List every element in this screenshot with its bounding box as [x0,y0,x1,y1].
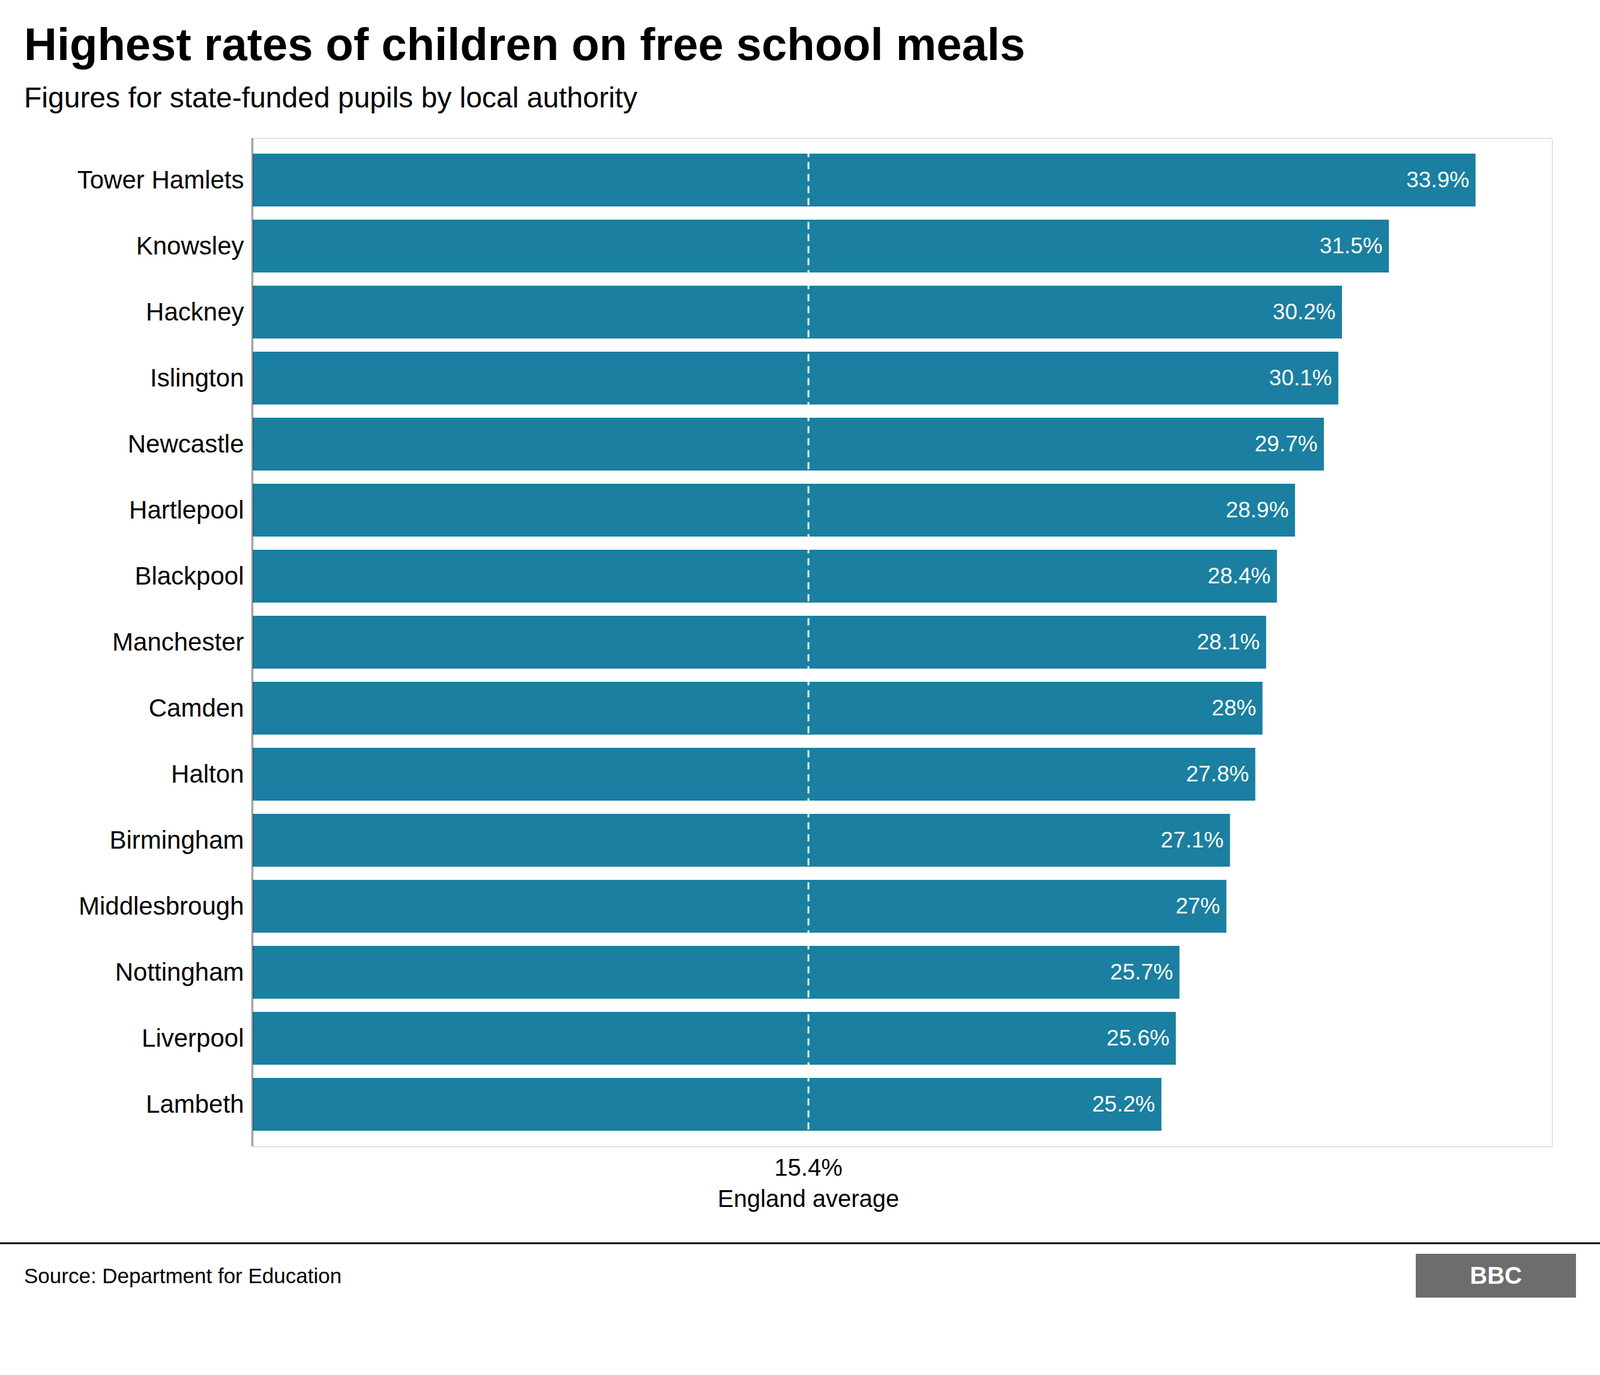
svg-text:27.8%: 27.8% [1185,761,1249,787]
svg-text:28.9%: 28.9% [1225,497,1289,523]
svg-text:England average: England average [717,1185,900,1212]
svg-text:Tower Hamlets: Tower Hamlets [77,165,245,194]
svg-text:Birmingham: Birmingham [109,825,244,855]
svg-text:28%: 28% [1211,695,1257,721]
svg-text:Hackney: Hackney [145,297,244,326]
svg-text:27%: 27% [1175,893,1221,919]
svg-text:25.6%: 25.6% [1106,1025,1170,1051]
svg-text:Islington: Islington [150,363,244,392]
svg-text:Hartlepool: Hartlepool [129,495,244,524]
html-text:Figures for state-funded pupil: Figures for state-funded pupils by local… [24,81,638,114]
svg-text:27.1%: 27.1% [1160,827,1224,853]
svg-text:30.1%: 30.1% [1269,365,1333,391]
svg-text:Blackpool: Blackpool [134,561,244,590]
svg-text:29.7%: 29.7% [1254,431,1318,457]
svg-text:15.4%: 15.4% [774,1154,843,1181]
svg-text:33.9%: 33.9% [1406,167,1470,193]
svg-text:Knowsley: Knowsley [136,231,245,260]
svg-text:Camden: Camden [148,693,245,722]
svg-text:Manchester: Manchester [112,627,244,656]
svg-text:28.1%: 28.1% [1196,629,1260,655]
svg-text:Lambeth: Lambeth [145,1089,244,1119]
svg-text:25.7%: 25.7% [1110,959,1174,985]
html-text:Source: Department for Educati: Source: Department for Education [24,1263,342,1288]
svg-text:30.2%: 30.2% [1272,299,1336,325]
svg-text:Newcastle: Newcastle [127,429,245,458]
svg-text:Halton: Halton [171,759,244,788]
svg-text:28.4%: 28.4% [1207,563,1271,589]
svg-text:Nottingham: Nottingham [115,957,245,987]
svg-text:Middlesbrough: Middlesbrough [78,891,245,921]
svg-text:Liverpool: Liverpool [141,1023,244,1053]
svg-text:25.2%: 25.2% [1092,1091,1156,1117]
svg-text:31.5%: 31.5% [1319,233,1383,259]
html-text:Highest rates of children on f: Highest rates of children on free school… [24,18,1026,70]
html-text:BBC: BBC [1469,1262,1522,1289]
